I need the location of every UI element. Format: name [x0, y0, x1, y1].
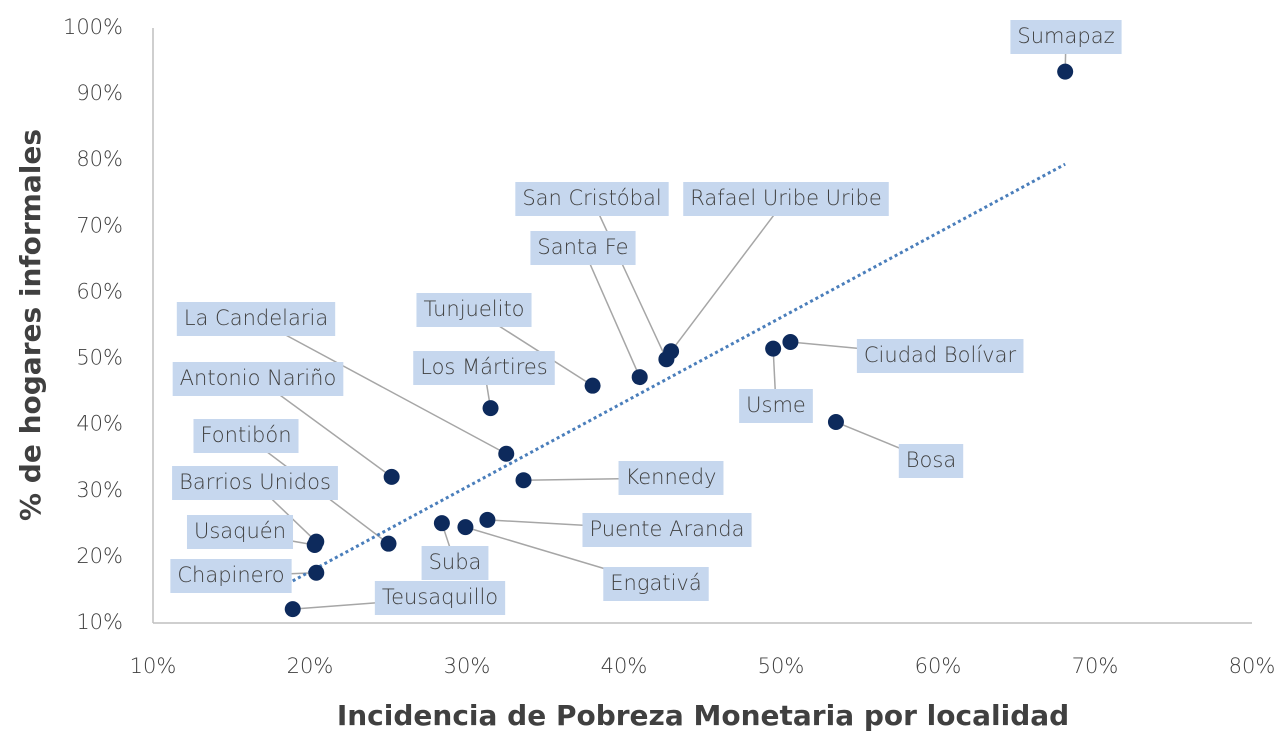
point-label: Tunjuelito	[423, 297, 524, 321]
label-box	[898, 444, 964, 478]
point-label: Fontibón	[200, 423, 291, 447]
label-box	[421, 546, 489, 580]
point	[308, 564, 325, 581]
point-label: Usme	[746, 393, 806, 417]
y-tick-label: 80%	[76, 147, 123, 171]
label-box	[413, 351, 555, 385]
point	[498, 445, 515, 462]
point-label: Barrios Unidos	[179, 470, 331, 494]
label-box	[530, 231, 636, 265]
point-label: Ciudad Bolívar	[864, 343, 1017, 367]
leader-line	[670, 198, 787, 352]
label-boxes: Sumapaz Rafael Uribe Uribe San Cristóbal Sa…	[170, 20, 1122, 615]
point	[457, 519, 474, 536]
x-tick-label: 40%	[601, 654, 648, 678]
x-tick-label: 30%	[444, 654, 491, 678]
point-label: Suba	[429, 550, 482, 574]
y-tick-label: 20%	[76, 544, 123, 568]
point-label: Bosa	[906, 448, 956, 472]
y-tick-label: 30%	[76, 478, 123, 502]
y-axis-title: % de hogares informales	[14, 129, 47, 521]
label-box	[1010, 20, 1122, 54]
y-tick-label: 10%	[76, 610, 123, 634]
x-tick-label: 10%	[130, 654, 177, 678]
point	[482, 400, 499, 417]
leader-line	[582, 247, 641, 378]
point-label: Puente Aranda	[589, 517, 744, 541]
label-box	[582, 513, 752, 547]
label-box	[618, 461, 724, 495]
point	[284, 601, 301, 618]
y-tick-label: 100%	[63, 15, 123, 39]
point	[433, 515, 450, 532]
leader-line	[255, 318, 507, 455]
point-label: San Cristóbal	[522, 186, 661, 210]
point	[479, 511, 496, 528]
x-tick-label: 50%	[758, 654, 805, 678]
x-tick-label: 60%	[915, 654, 962, 678]
label-box	[172, 362, 344, 396]
point-label: Kennedy	[626, 465, 717, 489]
point	[584, 377, 601, 394]
point	[515, 472, 532, 489]
label-box	[193, 419, 299, 453]
trendline	[292, 162, 1066, 583]
point-label: Teusaquillo	[382, 585, 498, 609]
point	[380, 535, 397, 552]
x-tick-label: 80%	[1229, 654, 1276, 678]
label-box	[172, 466, 338, 500]
point-label: Antonio Nariño	[180, 366, 337, 390]
point-label: Chapinero	[177, 563, 284, 587]
label-box	[603, 567, 709, 601]
leader-line	[591, 198, 668, 360]
y-tick-label: 70%	[76, 213, 123, 237]
point-label: Engativá	[610, 571, 701, 595]
point-label: Usaquén	[194, 519, 286, 543]
point	[782, 334, 799, 351]
point	[1057, 63, 1074, 80]
point	[383, 468, 400, 485]
label-box	[170, 559, 292, 593]
label-box	[739, 389, 813, 423]
point-label: La Candelaria	[184, 306, 328, 330]
label-box	[176, 302, 336, 336]
point	[765, 340, 782, 357]
label-box	[856, 339, 1024, 373]
point	[306, 536, 323, 553]
point-label: Los Mártires	[420, 355, 548, 379]
point-label: Santa Fe	[537, 235, 628, 259]
y-tick-label: 60%	[76, 279, 123, 303]
point-label: Rafael Uribe Uribe	[690, 186, 882, 210]
point-label: Sumapaz	[1017, 24, 1114, 48]
y-tick-label: 40%	[76, 412, 123, 436]
y-tick-label: 90%	[76, 81, 123, 105]
x-tick-label: 70%	[1072, 654, 1119, 678]
point	[827, 414, 844, 431]
y-tick-label: 50%	[76, 346, 123, 370]
x-tick-label: 20%	[287, 654, 334, 678]
point	[631, 369, 648, 386]
x-axis-title: Incidencia de Pobreza Monetaria por loca…	[337, 699, 1069, 732]
label-box	[374, 581, 506, 615]
label-box	[515, 182, 669, 216]
label-box	[186, 515, 294, 549]
label-box	[416, 293, 532, 327]
point	[658, 351, 675, 368]
label-box	[683, 182, 889, 216]
